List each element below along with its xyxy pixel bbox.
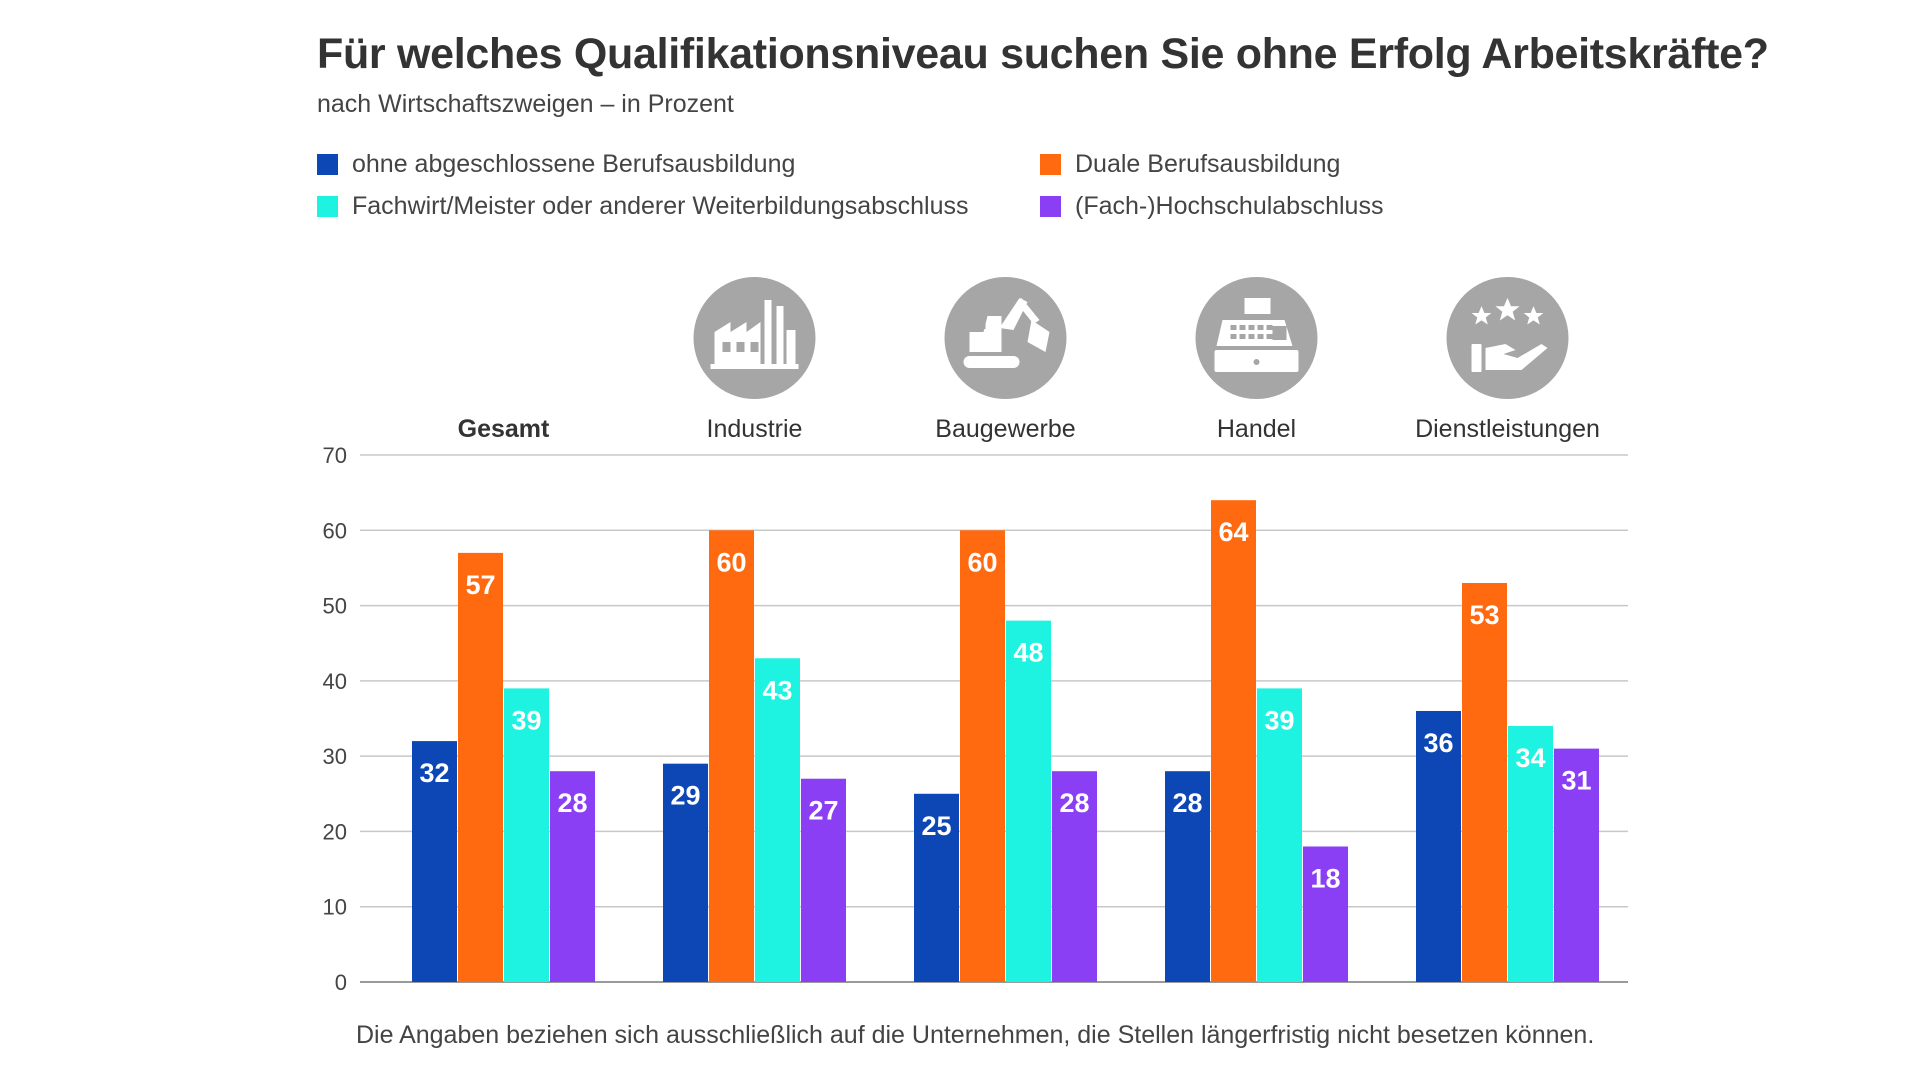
legend-entry-fachwirt-meister: Fachwirt/Meister oder anderer Weiterbild… bbox=[317, 191, 968, 221]
data-label: 28 bbox=[1059, 788, 1089, 818]
labels: 0 10 20 30 40 50 60 70 32 57 39 28 Gesamt 29 60 43 27 Ind… bbox=[323, 415, 1600, 995]
bars bbox=[412, 500, 1599, 982]
bar bbox=[663, 763, 708, 982]
legend-swatch bbox=[317, 153, 338, 175]
chart-subtitle: nach Wirtschaftszweigen – in Prozent bbox=[317, 90, 734, 118]
y-tick-label: 20 bbox=[323, 819, 347, 844]
data-label: 60 bbox=[716, 547, 746, 577]
bar bbox=[755, 658, 800, 982]
data-label: 39 bbox=[511, 705, 541, 735]
bar bbox=[1508, 726, 1553, 982]
data-label: 29 bbox=[670, 781, 700, 811]
data-label: 57 bbox=[465, 570, 495, 600]
bar bbox=[412, 741, 457, 982]
icon-glyph bbox=[1471, 297, 1548, 372]
bar bbox=[914, 793, 959, 982]
category-icons bbox=[693, 277, 1569, 399]
cash-register-icon bbox=[1195, 277, 1318, 399]
icon-glyph bbox=[710, 300, 799, 369]
bar bbox=[801, 778, 846, 982]
data-label: 28 bbox=[1172, 788, 1202, 818]
bar bbox=[458, 552, 503, 982]
y-tick-label: 70 bbox=[323, 443, 347, 468]
bar bbox=[1006, 620, 1051, 982]
data-label: 18 bbox=[1310, 863, 1340, 893]
data-label: 32 bbox=[419, 758, 449, 788]
chart-title: Für welches Qualifikationsniveau suchen … bbox=[317, 30, 1769, 78]
category-label: Gesamt bbox=[458, 415, 550, 443]
data-label: 60 bbox=[967, 547, 997, 577]
data-label: 64 bbox=[1218, 517, 1248, 547]
bar bbox=[504, 688, 549, 982]
icon-glyph bbox=[963, 298, 1050, 368]
data-label: 53 bbox=[1469, 600, 1499, 630]
legend-entry-ohne-berufsausbildung: ohne abgeschlossene Berufsausbildung bbox=[317, 149, 795, 179]
category-label: Industrie bbox=[707, 415, 803, 443]
bar bbox=[1211, 500, 1256, 982]
bar bbox=[709, 530, 754, 982]
data-label: 28 bbox=[557, 788, 587, 818]
category-label: Baugewerbe bbox=[935, 415, 1075, 443]
category-label: Dienstleistungen bbox=[1415, 415, 1600, 443]
bar bbox=[1554, 748, 1599, 982]
legend-label: (Fach-)Hochschulabschluss bbox=[1075, 191, 1384, 220]
legend-entry-duale-berufsausbildung: Duale Berufsausbildung bbox=[1040, 149, 1340, 179]
y-tick-label: 60 bbox=[323, 518, 347, 543]
icon-glyph bbox=[1214, 298, 1299, 372]
category-label: Handel bbox=[1217, 415, 1296, 443]
data-label: 25 bbox=[921, 811, 951, 841]
icon-circle bbox=[1446, 277, 1569, 399]
data-label: 34 bbox=[1515, 743, 1545, 773]
icon-circle bbox=[944, 277, 1067, 399]
bar bbox=[550, 771, 595, 982]
legend-swatch bbox=[1040, 195, 1061, 217]
bar bbox=[1052, 771, 1097, 982]
legend-swatch bbox=[317, 195, 338, 217]
bar bbox=[1462, 582, 1507, 982]
bar bbox=[1416, 710, 1461, 982]
y-tick-label: 0 bbox=[335, 970, 347, 995]
data-label: 48 bbox=[1013, 638, 1043, 668]
chart-footnote: Die Angaben beziehen sich ausschließlich… bbox=[356, 1021, 1595, 1049]
bar bbox=[1165, 771, 1210, 982]
data-label: 31 bbox=[1561, 766, 1591, 796]
y-tick-label: 30 bbox=[323, 744, 347, 769]
legend-swatch bbox=[1040, 153, 1061, 175]
bar bbox=[1257, 688, 1302, 982]
y-tick-label: 10 bbox=[323, 895, 347, 920]
legend-label: Fachwirt/Meister oder anderer Weiterbild… bbox=[352, 191, 969, 220]
factory-icon bbox=[693, 277, 816, 399]
legend-label: Duale Berufsausbildung bbox=[1075, 149, 1341, 178]
bar bbox=[1303, 846, 1348, 982]
data-label: 36 bbox=[1423, 728, 1453, 758]
excavator-icon bbox=[944, 277, 1067, 399]
legend-entry-hochschulabschluss: (Fach-)Hochschulabschluss bbox=[1040, 191, 1383, 221]
data-label: 39 bbox=[1264, 705, 1294, 735]
bar bbox=[960, 530, 1005, 982]
service-stars-hand-icon bbox=[1446, 277, 1569, 399]
data-label: 27 bbox=[808, 796, 838, 826]
y-tick-label: 40 bbox=[323, 669, 347, 694]
legend-label: ohne abgeschlossene Berufsausbildung bbox=[352, 149, 796, 178]
data-label: 43 bbox=[762, 675, 792, 705]
y-tick-label: 50 bbox=[323, 594, 347, 619]
